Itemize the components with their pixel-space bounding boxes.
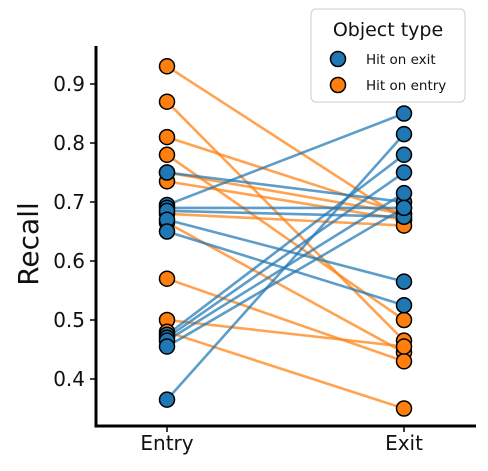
point-hit-on-exit-exit-6 [395,146,413,164]
point-hit-on-exit-exit-9 [395,199,413,217]
x-ticks: Entry Exit [140,426,423,455]
point-hit-on-entry-exit-8 [395,353,413,370]
axes [94,46,476,428]
point-hit-on-exit-exit-5 [395,297,413,314]
point-hit-on-exit-entry-9 [158,338,176,355]
legend-label-hit-on-exit: Hit on exit [366,52,436,68]
line-hit-on-exit-10 [166,133,405,401]
point-hit-on-exit-entry-5 [158,223,176,240]
data-points [158,58,413,417]
connecting-lines [166,65,405,410]
point-hit-on-exit-exit-1 [395,105,413,122]
y-axis-title: Recall [12,202,45,286]
point-hit-on-entry-exit-9 [395,338,413,355]
y-tick-label-0.4: 0.4 [53,367,85,391]
x-tick-label-entry: Entry [140,431,193,455]
legend-box [310,8,466,103]
point-hit-on-entry-entry-3 [158,146,176,164]
line-hit-on-entry-8 [166,277,405,363]
line-hit-on-exit-1 [166,112,405,207]
point-hit-on-entry-entry-8 [158,270,176,287]
point-hit-on-exit-exit-4 [395,273,413,290]
line-hit-on-exit-3 [166,209,405,219]
point-hit-on-entry-entry-2 [158,128,176,146]
y-tick-label-0.6: 0.6 [53,249,85,273]
line-hit-on-exit-7 [166,171,405,339]
point-hit-on-exit-entry-0 [158,164,176,181]
point-hit-on-exit-exit-7 [395,164,413,181]
line-hit-on-entry-1 [166,100,405,342]
legend-marker-hit-on-entry [329,76,347,94]
line-hit-on-exit-4 [166,218,405,283]
line-hit-on-exit-6 [166,153,405,336]
line-hit-on-exit-9 [166,206,405,348]
point-hit-on-exit-entry-10 [158,391,176,408]
line-hit-on-entry-10 [166,330,405,410]
point-hit-on-exit-exit-10 [395,125,413,143]
line-hit-on-exit-0 [166,171,405,204]
point-hit-on-entry-exit-3 [395,311,413,329]
line-hit-on-entry-0 [166,65,405,221]
y-tick-label-0.7: 0.7 [53,190,85,214]
legend-title: Object type [333,19,443,41]
y-tick-label-0.8: 0.8 [53,131,85,155]
x-tick-label-exit: Exit [385,431,423,455]
line-hit-on-entry-5 [166,180,405,221]
y-tick-label-0.9: 0.9 [53,72,85,96]
point-hit-on-entry-entry-0 [158,58,176,75]
point-hit-on-exit-exit-8 [395,184,413,202]
legend-marker-hit-on-exit [329,50,347,68]
line-hit-on-entry-6 [166,212,405,227]
y-tick-label-0.5: 0.5 [53,308,85,332]
legend-label-hit-on-entry: Hit on entry [366,78,446,94]
y-ticks: 0.4 0.5 0.6 0.7 0.8 0.9 [53,72,96,391]
point-hit-on-entry-entry-1 [158,93,176,110]
legend: Object type Hit on exit Hit on entry [310,8,466,103]
point-hit-on-entry-exit-10 [395,400,413,417]
